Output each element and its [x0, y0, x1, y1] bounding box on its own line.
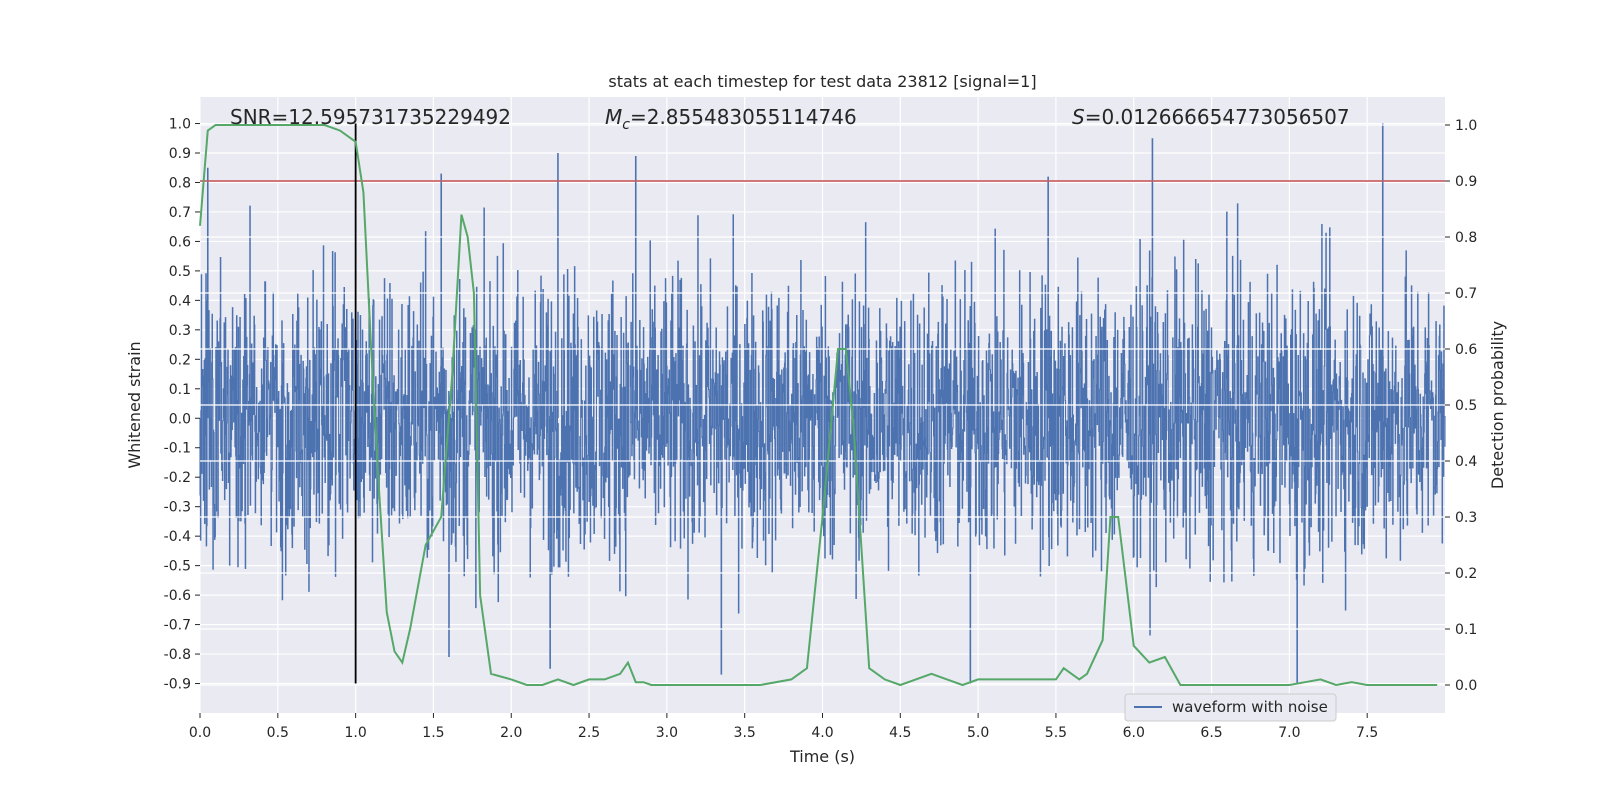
snr-annotation: SNR=12.595731735229492 — [230, 105, 511, 129]
y-left-tick-label: -0.3 — [164, 500, 191, 516]
x-tick-label: 7.0 — [1278, 725, 1300, 741]
y-left-tick-label: 0.7 — [169, 205, 191, 221]
y-right-tick-label: 0.0 — [1455, 678, 1477, 694]
mc-subscript: c — [622, 117, 630, 133]
x-axis-label: Time (s) — [789, 747, 855, 766]
y-left-tick-label: -0.2 — [164, 470, 191, 486]
y-left-tick-label: -0.4 — [164, 529, 191, 545]
y-right-tick-label: 0.4 — [1455, 454, 1477, 470]
y-left-tick-label: -0.5 — [164, 559, 191, 575]
y-left-tick-label: 0.9 — [169, 146, 191, 162]
chirp-mass-annotation: Mc=2.855483055114746 — [605, 105, 857, 133]
x-tick-label: 2.0 — [500, 725, 522, 741]
x-tick-label: 4.0 — [811, 725, 833, 741]
x-tick-label: 1.0 — [344, 725, 366, 741]
s-symbol: S — [1072, 105, 1085, 129]
y-right-tick-label: 0.2 — [1455, 566, 1477, 582]
y-right-tick-label: 0.9 — [1455, 174, 1477, 190]
y-left-tick-label: 1.0 — [169, 117, 191, 133]
mc-symbol: M — [605, 105, 622, 129]
x-tick-label: 4.5 — [889, 725, 911, 741]
x-tick-label: 3.0 — [656, 725, 678, 741]
x-tick-label: 1.5 — [422, 725, 444, 741]
s-annotation: S=0.012666654773056507 — [1072, 105, 1350, 129]
y-axis-left: 1.0 0.9 0.8 0.7 0.6 0.5 0.4 0.3 0.2 0.1 0.0 -0.1 -0.… — [164, 117, 200, 693]
y-axis-right: 1.0 0.9 0.8 0.7 0.6 0.5 0.4 0.3 0.2 0.1 0.0 — [1445, 118, 1477, 694]
x-tick-label: 3.5 — [734, 725, 756, 741]
y-left-tick-label: -0.1 — [164, 441, 191, 457]
y-left-tick-label: -0.7 — [164, 618, 191, 634]
y-left-tick-label: 0.6 — [169, 234, 191, 250]
mc-value: =2.855483055114746 — [630, 105, 857, 129]
overlay-lines — [200, 123, 1445, 684]
y-right-tick-label: 0.8 — [1455, 230, 1477, 246]
x-tick-label: 0.0 — [189, 725, 211, 741]
y-axis-left-label: Whitened strain — [125, 341, 144, 468]
y-left-tick-label: -0.8 — [164, 647, 191, 663]
y-left-tick-label: 0.2 — [169, 352, 191, 368]
y-left-tick-label: 0.4 — [169, 293, 191, 309]
y-right-tick-label: 0.1 — [1455, 622, 1477, 638]
x-tick-label: 5.5 — [1045, 725, 1067, 741]
y-left-tick-label: 0.1 — [169, 382, 191, 398]
y-left-tick-label: 0.5 — [169, 264, 191, 280]
legend: waveform with noise — [1124, 693, 1337, 722]
y-left-tick-label: 0.0 — [169, 411, 191, 427]
probability-line — [199, 124, 1438, 687]
legend-label: waveform with noise — [1172, 698, 1328, 716]
y-left-tick-label: -0.9 — [164, 677, 191, 693]
probability-series — [199, 124, 1438, 687]
s-value: =0.012666654773056507 — [1085, 105, 1350, 129]
y-left-tick-label: 0.3 — [169, 323, 191, 339]
x-tick-label: 7.5 — [1356, 725, 1378, 741]
y-right-tick-label: 0.5 — [1455, 398, 1477, 414]
y-right-tick-label: 0.3 — [1455, 510, 1477, 526]
x-tick-label: 6.5 — [1200, 725, 1222, 741]
chart-title: stats at each timestep for test data 238… — [608, 72, 1036, 91]
y-right-tick-label: 1.0 — [1455, 118, 1477, 134]
x-tick-label: 2.5 — [578, 725, 600, 741]
y-left-tick-label: -0.6 — [164, 588, 191, 604]
legend-box — [1124, 693, 1337, 722]
y-right-tick-label: 0.7 — [1455, 286, 1477, 302]
y-right-tick-label: 0.6 — [1455, 342, 1477, 358]
y-axis-right-label: Detection probability — [1488, 321, 1507, 489]
x-axis: 0.0 0.5 1.0 1.5 2.0 2.5 3.0 3.5 4.0 4.5 5.0 5.5 6.0 6… — [189, 713, 1378, 741]
x-tick-label: 0.5 — [267, 725, 289, 741]
x-tick-label: 5.0 — [967, 725, 989, 741]
y-left-tick-label: 0.8 — [169, 175, 191, 191]
x-tick-label: 6.0 — [1123, 725, 1145, 741]
